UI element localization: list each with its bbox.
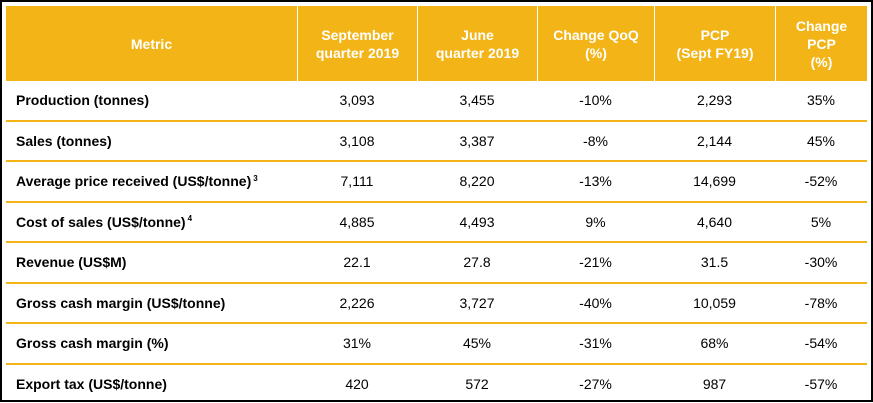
header-line-2: (%) [811, 54, 833, 70]
metric-text: Gross cash margin (%) [16, 335, 169, 351]
pcp-value: 68% [654, 322, 775, 363]
table-row: Revenue (US$M) 22.1 27.8 -21% 31.5 -30% [6, 241, 867, 282]
pcp-value: 987 [654, 363, 775, 403]
metric-label: Production (tonnes) [6, 81, 297, 120]
change-pcp-value: 45% [775, 120, 867, 161]
header-line-1: PCP [701, 27, 730, 43]
september-quarter-value: 4,885 [297, 201, 417, 242]
metric-label: Sales (tonnes) [6, 120, 297, 161]
metric-text: Export tax (US$/tonne) [16, 376, 167, 392]
header-line-1: Change QoQ [553, 27, 639, 43]
metric-text: Revenue (US$M) [16, 254, 126, 270]
table-row: Production (tonnes) 3,093 3,455 -10% 2,2… [6, 81, 867, 120]
change-qoq-value: -31% [537, 322, 654, 363]
june-quarter-value: 3,727 [417, 282, 537, 323]
header-line-2: (Sept FY19) [676, 45, 753, 61]
september-quarter-value: 2,226 [297, 282, 417, 323]
change-pcp-value: -52% [775, 160, 867, 201]
change-qoq-value: -8% [537, 120, 654, 161]
metric-label: Export tax (US$/tonne) [6, 363, 297, 403]
pcp-value: 14,699 [654, 160, 775, 201]
pcp-value: 31.5 [654, 241, 775, 282]
table-row: Gross cash margin (US$/tonne) 2,226 3,72… [6, 282, 867, 323]
header-june-quarter: June quarter 2019 [417, 6, 537, 81]
change-pcp-value: 35% [775, 81, 867, 120]
change-pcp-value: -57% [775, 363, 867, 403]
header-pcp: PCP (Sept FY19) [654, 6, 775, 81]
september-quarter-value: 3,108 [297, 120, 417, 161]
change-qoq-value: 9% [537, 201, 654, 242]
june-quarter-value: 3,387 [417, 120, 537, 161]
june-quarter-value: 572 [417, 363, 537, 403]
table-body: Production (tonnes) 3,093 3,455 -10% 2,2… [6, 81, 867, 403]
pcp-value: 10,059 [654, 282, 775, 323]
header-line-2: quarter 2019 [316, 45, 399, 61]
september-quarter-value: 31% [297, 322, 417, 363]
pcp-value: 2,144 [654, 120, 775, 161]
header-line-1: June [461, 27, 494, 43]
table-header: Metric September quarter 2019 June quarter… [6, 6, 867, 81]
metric-text: Average price received (US$/tonne) [16, 173, 251, 189]
header-line-1: Change PCP [796, 18, 847, 52]
footnote-marker: 4 [188, 214, 192, 223]
metric-label: Gross cash margin (US$/tonne) [6, 282, 297, 323]
june-quarter-value: 4,493 [417, 201, 537, 242]
metric-text: Cost of sales (US$/tonne) [16, 214, 186, 230]
metric-text: Sales (tonnes) [16, 133, 112, 149]
metric-label: Cost of sales (US$/tonne)4 [6, 201, 297, 242]
table-row: Average price received (US$/tonne)3 7,11… [6, 160, 867, 201]
header-line-2: (%) [585, 45, 607, 61]
september-quarter-value: 3,093 [297, 81, 417, 120]
june-quarter-value: 8,220 [417, 160, 537, 201]
header-metric: Metric [6, 6, 297, 81]
metric-label: Revenue (US$M) [6, 241, 297, 282]
june-quarter-value: 27.8 [417, 241, 537, 282]
june-quarter-value: 3,455 [417, 81, 537, 120]
change-pcp-value: -30% [775, 241, 867, 282]
header-metric-label: Metric [131, 36, 172, 52]
header-change-qoq: Change QoQ (%) [537, 6, 654, 81]
metric-label: Gross cash margin (%) [6, 322, 297, 363]
change-qoq-value: -13% [537, 160, 654, 201]
quarterly-metrics-table: Metric September quarter 2019 June quarter… [6, 6, 867, 403]
header-september-quarter: September quarter 2019 [297, 6, 417, 81]
change-qoq-value: -40% [537, 282, 654, 323]
june-quarter-value: 45% [417, 322, 537, 363]
change-qoq-value: -10% [537, 81, 654, 120]
header-line-2: quarter 2019 [436, 45, 519, 61]
header-change-pcp: Change PCP (%) [775, 6, 867, 81]
metric-text: Production (tonnes) [16, 92, 149, 108]
table-row: Sales (tonnes) 3,108 3,387 -8% 2,144 45% [6, 120, 867, 161]
header-line-1: September [321, 27, 393, 43]
change-pcp-value: -78% [775, 282, 867, 323]
change-qoq-value: -27% [537, 363, 654, 403]
header-row: Metric September quarter 2019 June quarter… [6, 6, 867, 81]
table-row: Gross cash margin (%) 31% 45% -31% 68% -… [6, 322, 867, 363]
metric-label: Average price received (US$/tonne)3 [6, 160, 297, 201]
table-row: Export tax (US$/tonne) 420 572 -27% 987 … [6, 363, 867, 403]
september-quarter-value: 22.1 [297, 241, 417, 282]
september-quarter-value: 7,111 [297, 160, 417, 201]
september-quarter-value: 420 [297, 363, 417, 403]
footnote-marker: 3 [253, 174, 257, 183]
change-pcp-value: -54% [775, 322, 867, 363]
pcp-value: 4,640 [654, 201, 775, 242]
change-pcp-value: 5% [775, 201, 867, 242]
pcp-value: 2,293 [654, 81, 775, 120]
metric-text: Gross cash margin (US$/tonne) [16, 295, 225, 311]
table-row: Cost of sales (US$/tonne)4 4,885 4,493 9… [6, 201, 867, 242]
change-qoq-value: -21% [537, 241, 654, 282]
